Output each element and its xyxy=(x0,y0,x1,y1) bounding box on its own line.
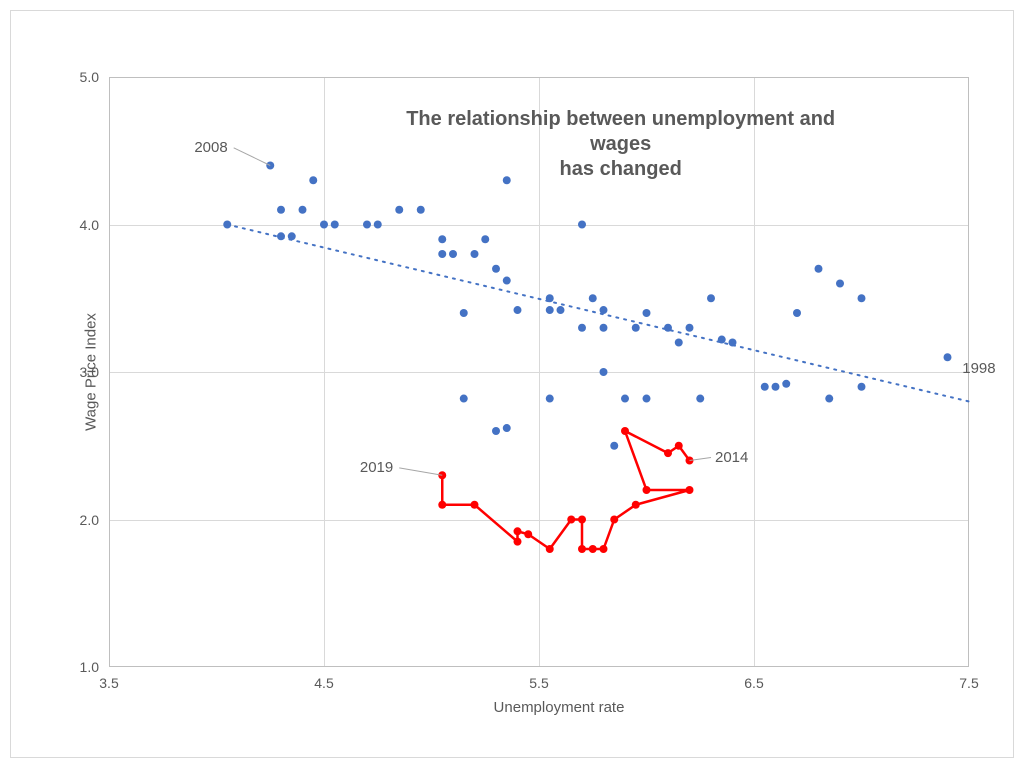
scatter-point xyxy=(438,235,446,243)
scatter-point xyxy=(514,306,522,314)
x-tick-label: 6.5 xyxy=(744,675,763,691)
scatter-point xyxy=(600,324,608,332)
annotation-leader xyxy=(399,468,442,475)
y-tick-label: 4.0 xyxy=(80,217,109,233)
connected-point xyxy=(514,527,522,535)
chart-annotation: 1998 xyxy=(962,360,995,377)
connected-point xyxy=(610,516,618,524)
scatter-point xyxy=(460,309,468,317)
connected-point xyxy=(589,545,597,553)
y-tick-label: 3.0 xyxy=(80,364,109,380)
scatter-point xyxy=(761,383,769,391)
connected-point xyxy=(600,545,608,553)
x-tick-label: 3.5 xyxy=(99,675,118,691)
scatter-point xyxy=(546,294,554,302)
scatter-point xyxy=(825,395,833,403)
scatter-point xyxy=(363,221,371,229)
x-tick-label: 7.5 xyxy=(959,675,978,691)
connected-point xyxy=(514,538,522,546)
scatter-point xyxy=(546,395,554,403)
y-tick-label: 5.0 xyxy=(80,69,109,85)
scatter-point xyxy=(331,221,339,229)
scatter-point xyxy=(858,383,866,391)
scatter-point xyxy=(288,232,296,240)
scatter-point xyxy=(374,221,382,229)
connected-point xyxy=(471,501,479,509)
connected-point xyxy=(567,516,575,524)
scatter-point xyxy=(836,280,844,288)
scatter-point xyxy=(643,309,651,317)
scatter-point xyxy=(707,294,715,302)
scatter-point xyxy=(492,427,500,435)
scatter-point xyxy=(395,206,403,214)
scatter-point xyxy=(686,324,694,332)
connected-line xyxy=(442,431,689,549)
scatter-point xyxy=(417,206,425,214)
y-tick-label: 1.0 xyxy=(80,659,109,675)
scatter-point xyxy=(578,221,586,229)
connected-point xyxy=(675,442,683,450)
scatter-point xyxy=(632,324,640,332)
scatter-point xyxy=(610,442,618,450)
scatter-point xyxy=(481,235,489,243)
connected-point xyxy=(643,486,651,494)
chart-title: The relationship between unemployment an… xyxy=(384,107,857,182)
scatter-point xyxy=(944,353,952,361)
scatter-point xyxy=(449,250,457,258)
connected-point xyxy=(686,486,694,494)
chart-annotation: 2008 xyxy=(194,139,227,156)
scatter-point xyxy=(503,424,511,432)
scatter-point xyxy=(546,306,554,314)
trendline xyxy=(227,225,969,402)
scatter-point xyxy=(600,368,608,376)
scatter-point xyxy=(858,294,866,302)
scatter-point xyxy=(675,339,683,347)
scatter-point xyxy=(782,380,790,388)
scatter-point xyxy=(793,309,801,317)
annotation-leader xyxy=(234,148,271,166)
scatter-point xyxy=(471,250,479,258)
scatter-point xyxy=(718,336,726,344)
chart-annotation: 2014 xyxy=(715,449,748,466)
scatter-point xyxy=(460,395,468,403)
scatter-point xyxy=(815,265,823,273)
connected-point xyxy=(578,516,586,524)
scatter-point xyxy=(492,265,500,273)
x-tick-label: 4.5 xyxy=(314,675,333,691)
chart-annotation: 2019 xyxy=(360,459,393,476)
scatter-point xyxy=(664,324,672,332)
scatter-point xyxy=(320,221,328,229)
scatter-point xyxy=(557,306,565,314)
x-tick-label: 5.5 xyxy=(529,675,548,691)
scatter-point xyxy=(589,294,597,302)
scatter-point xyxy=(277,232,285,240)
connected-point xyxy=(546,545,554,553)
x-axis-title: Unemployment rate xyxy=(459,699,659,716)
scatter-point xyxy=(299,206,307,214)
connected-point xyxy=(438,501,446,509)
connected-point xyxy=(632,501,640,509)
scatter-point xyxy=(643,395,651,403)
connected-point xyxy=(578,545,586,553)
scatter-point xyxy=(309,176,317,184)
scatter-point xyxy=(503,277,511,285)
chart-container: The relationship between unemployment an… xyxy=(10,10,1014,758)
scatter-point xyxy=(600,306,608,314)
scatter-point xyxy=(696,395,704,403)
scatter-point xyxy=(621,395,629,403)
connected-point xyxy=(664,449,672,457)
scatter-point xyxy=(578,324,586,332)
connected-point xyxy=(621,427,629,435)
scatter-point xyxy=(223,221,231,229)
scatter-point xyxy=(438,250,446,258)
connected-point xyxy=(524,530,532,538)
scatter-point xyxy=(277,206,285,214)
scatter-point xyxy=(729,339,737,347)
scatter-point xyxy=(772,383,780,391)
y-tick-label: 2.0 xyxy=(80,512,109,528)
